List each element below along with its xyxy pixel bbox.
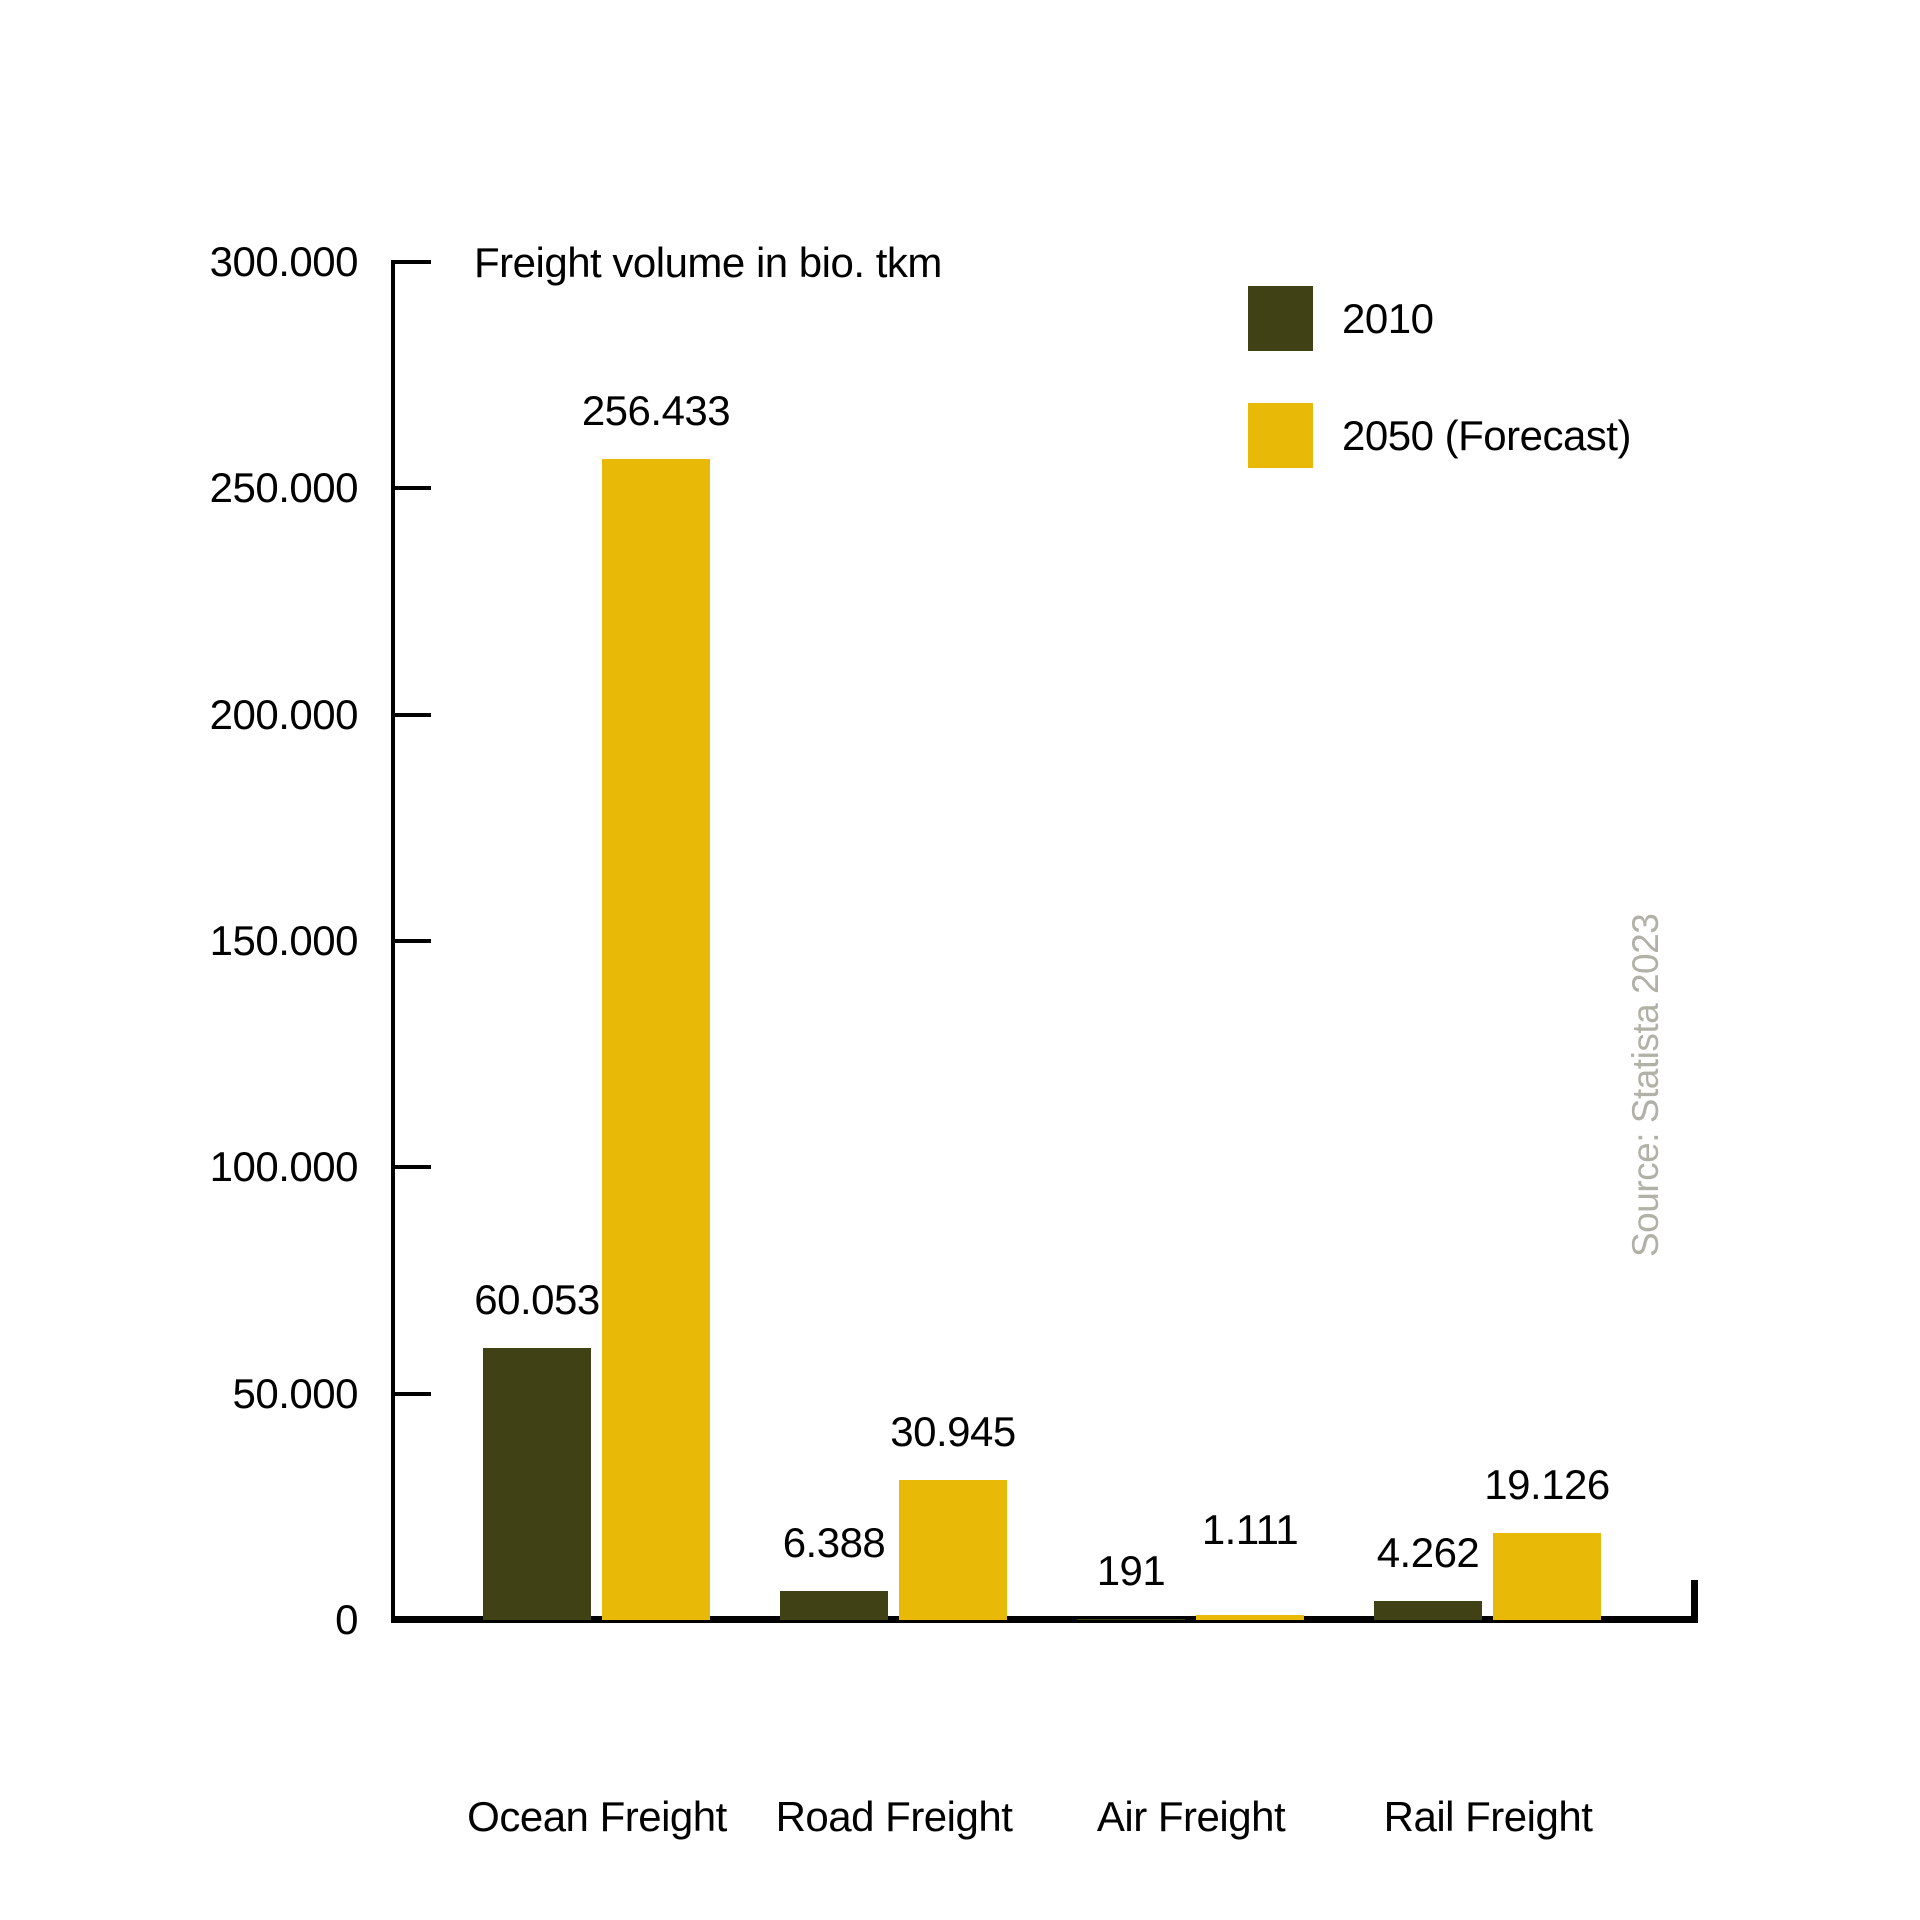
- y-tick-mark: [391, 713, 431, 717]
- legend-swatch-2050-icon: [1248, 403, 1313, 468]
- bar-2050-forecast--road-freight: [899, 1480, 1007, 1620]
- bar-2010-ocean-freight: [483, 1348, 591, 1620]
- source-note: Source: Statista 2023: [1625, 913, 1666, 1257]
- value-label: 60.053: [474, 1276, 600, 1323]
- bar-2050-forecast--air-freight: [1196, 1615, 1304, 1620]
- y-tick-mark: [391, 486, 431, 490]
- y-tick-label: 100.000: [209, 1143, 359, 1190]
- value-label: 256.433: [581, 387, 731, 434]
- bar-2050-forecast--ocean-freight: [602, 459, 710, 1620]
- y-tick-label: 50.000: [232, 1370, 359, 1417]
- y-tick-mark: [391, 1392, 431, 1396]
- chart-title: Freight volume in bio. tkm: [474, 239, 942, 286]
- category-label: Road Freight: [775, 1793, 1013, 1840]
- y-tick-mark: [391, 939, 431, 943]
- y-tick-label: 250.000: [209, 464, 359, 511]
- bar-2010-air-freight: [1077, 1619, 1185, 1620]
- legend-swatch-2010-icon: [1248, 286, 1313, 351]
- y-tick-label: 200.000: [209, 691, 359, 738]
- category-label: Ocean Freight: [467, 1793, 727, 1840]
- value-label: 4.262: [1376, 1529, 1480, 1576]
- y-tick-mark: [391, 260, 431, 264]
- x-axis-line: [391, 1616, 1698, 1623]
- legend-label-2050: 2050 (Forecast): [1342, 412, 1631, 459]
- x-axis-endcap: [1691, 1580, 1698, 1623]
- y-tick-label: 300.000: [209, 238, 359, 285]
- value-label: 1.111: [1201, 1506, 1299, 1553]
- value-label: 191: [1096, 1547, 1166, 1594]
- value-label: 19.126: [1484, 1461, 1610, 1508]
- y-tick-label: 150.000: [209, 917, 359, 964]
- value-label: 6.388: [782, 1519, 886, 1566]
- bar-2010-road-freight: [780, 1591, 888, 1620]
- category-label: Rail Freight: [1383, 1793, 1593, 1840]
- y-tick-mark: [391, 1165, 431, 1169]
- value-label: 30.945: [890, 1408, 1016, 1455]
- bar-2050-forecast--rail-freight: [1493, 1533, 1601, 1620]
- category-label: Air Freight: [1096, 1793, 1286, 1840]
- bar-2010-rail-freight: [1374, 1601, 1482, 1620]
- legend-label-2010: 2010: [1342, 295, 1434, 342]
- y-tick-label: 0: [335, 1596, 358, 1643]
